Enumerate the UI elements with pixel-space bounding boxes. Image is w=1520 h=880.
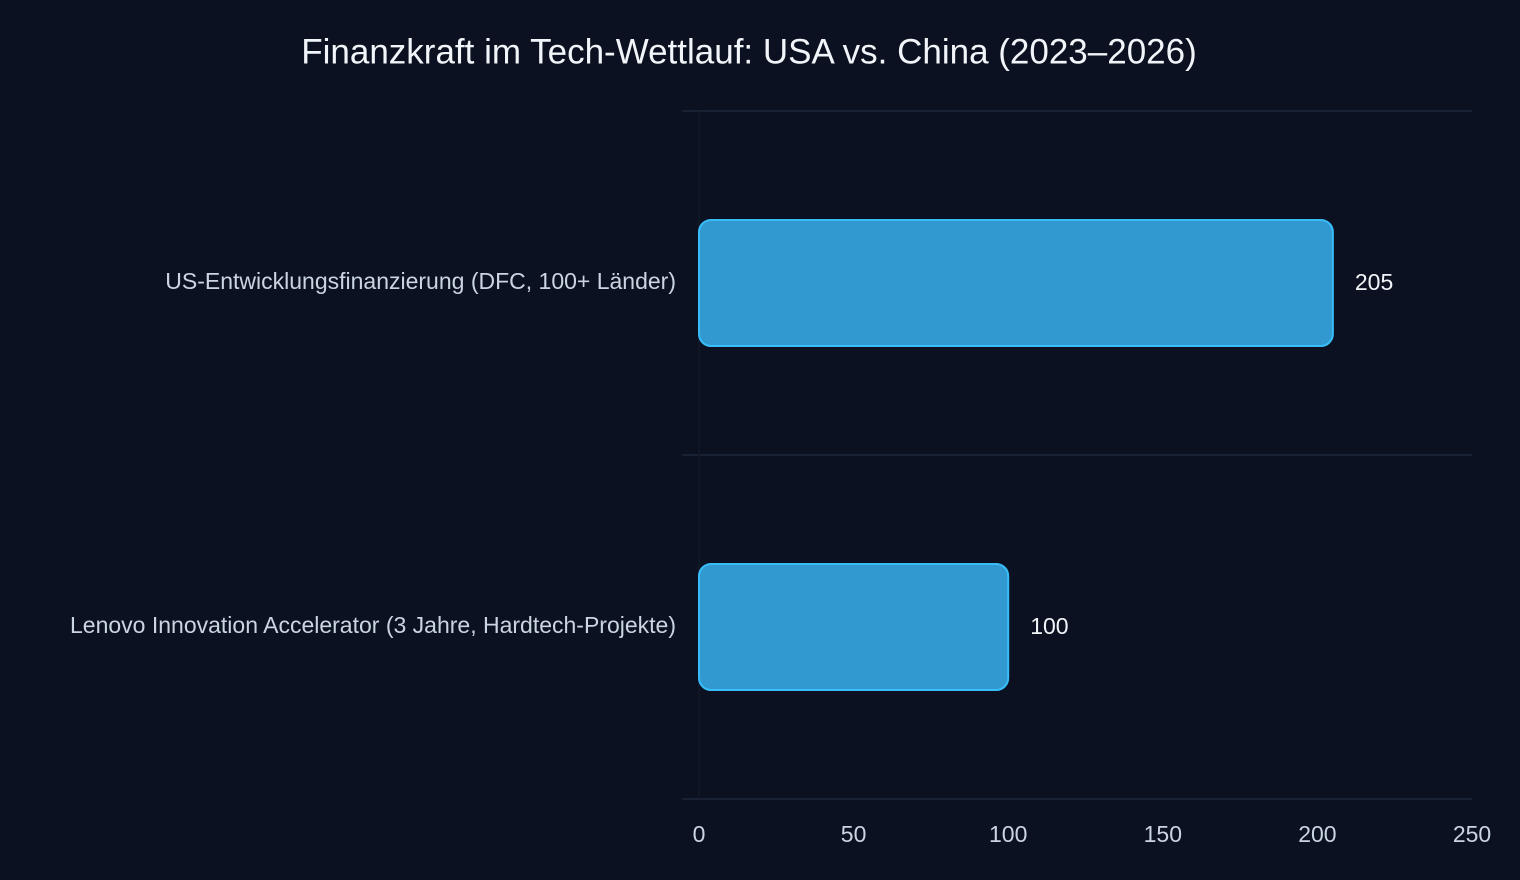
value-label: 205 xyxy=(1355,269,1393,295)
chart-title: Finanzkraft im Tech-Wettlauf: USA vs. Ch… xyxy=(301,32,1197,71)
x-tick-label: 100 xyxy=(989,821,1027,847)
x-tick-label: 200 xyxy=(1298,821,1336,847)
value-label: 100 xyxy=(1030,613,1068,639)
x-tick-label: 50 xyxy=(841,821,867,847)
bar xyxy=(698,563,1010,691)
x-tick-label: 250 xyxy=(1453,821,1491,847)
x-tick-label: 150 xyxy=(1144,821,1182,847)
bar xyxy=(698,219,1334,347)
y-tick-label: US-Entwicklungsfinanzierung (DFC, 100+ L… xyxy=(165,268,676,294)
x-tick-label: 0 xyxy=(693,821,706,847)
y-tick-label: Lenovo Innovation Accelerator (3 Jahre, … xyxy=(70,612,676,638)
